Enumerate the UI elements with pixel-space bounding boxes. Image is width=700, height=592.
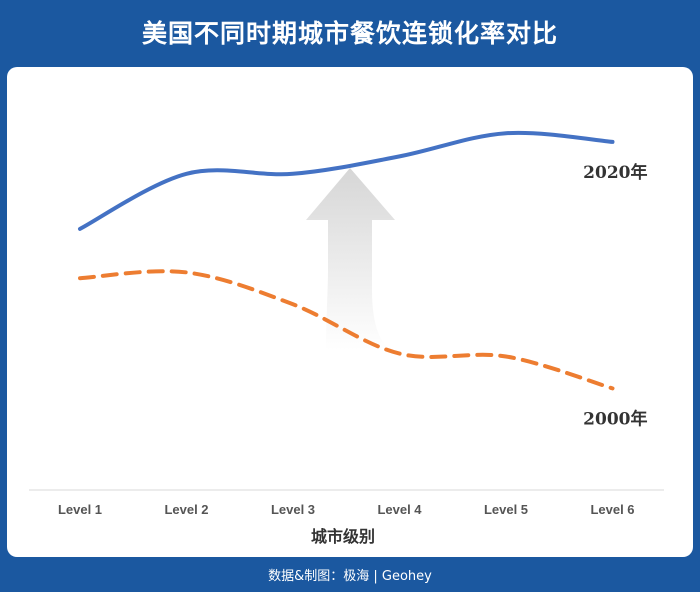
x-axis-title: 城市级别 xyxy=(311,527,375,546)
series-line-0 xyxy=(78,130,615,231)
chart-title: 美国不同时期城市餐饮连锁化率对比 xyxy=(141,19,558,48)
x-tick-label: Level 3 xyxy=(271,502,315,517)
series-label-1: 2000年 xyxy=(583,408,647,429)
x-tick-label: Level 5 xyxy=(484,502,528,517)
x-tick-label: Level 6 xyxy=(590,502,634,517)
x-tick-label: Level 1 xyxy=(58,502,102,517)
series-line-1 xyxy=(78,269,615,391)
series-label-0: 2020年 xyxy=(583,162,647,183)
line-chart: 2020年 2000年 Level 1 Level 2 Level 3 Level 4 Le… xyxy=(29,130,664,546)
x-tick-label: Level 2 xyxy=(164,502,208,517)
up-arrow-icon xyxy=(306,168,395,350)
chart-panel: 2020年 2000年 Level 1 Level 2 Level 3 Level 4 Le… xyxy=(7,67,693,557)
x-tick-label: Level 4 xyxy=(377,502,422,517)
footer-credit: 数据&制图：极海 | Geohey xyxy=(268,569,432,584)
